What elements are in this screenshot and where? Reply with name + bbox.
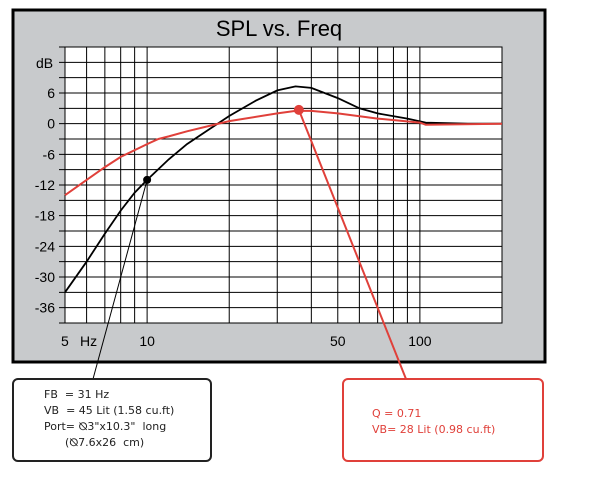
annotation-box-sealed: Q = 0.71 VB= 28 Lit (0.98 cu.ft)	[342, 378, 544, 462]
series-line-red	[64, 109, 503, 197]
x-tick-label: 5	[61, 333, 69, 349]
annotation-line: VB = 45 Lit (1.58 cu.ft)	[44, 404, 175, 417]
y-tick-label: -6	[43, 146, 56, 162]
y-tick-label: -24	[35, 238, 55, 254]
annotation-line: Q = 0.71	[372, 407, 422, 420]
series-group	[64, 85, 503, 293]
x-axis-label: Hz	[80, 333, 97, 349]
x-tick-label: 10	[139, 333, 155, 349]
y-axis-label: dB	[36, 55, 53, 71]
y-tick-label: 0	[47, 116, 55, 132]
annotation-line: (⦰7.6x26 cm)	[44, 436, 145, 449]
y-tick-label: -36	[35, 300, 55, 316]
y-tick-label: -18	[35, 208, 55, 224]
x-tick-label: 100	[408, 333, 432, 349]
y-tick-label: 6	[47, 85, 55, 101]
leader-line-red	[297, 109, 407, 380]
annotation-line: FB = 31 Hz	[44, 388, 110, 401]
annotation-box-ported: FB = 31 Hz VB = 45 Lit (1.58 cu.ft) Port…	[12, 378, 212, 462]
series-line-black	[64, 85, 502, 293]
grid	[59, 46, 503, 324]
leader-line-black	[92, 179, 148, 380]
annotation-line: VB= 28 Lit (0.98 cu.ft)	[372, 423, 496, 436]
x-tick-label: 50	[330, 333, 346, 349]
tick-labels: 6 0 -6 -12 -18 -24 -30 -36 5 10 50 100	[35, 85, 432, 349]
chart-title: SPL vs. Freq	[216, 16, 342, 41]
y-tick-label: -12	[35, 177, 55, 193]
annotation-line: Port= ⦰3"x10.3" long	[44, 420, 167, 433]
y-tick-label: -30	[35, 269, 55, 285]
